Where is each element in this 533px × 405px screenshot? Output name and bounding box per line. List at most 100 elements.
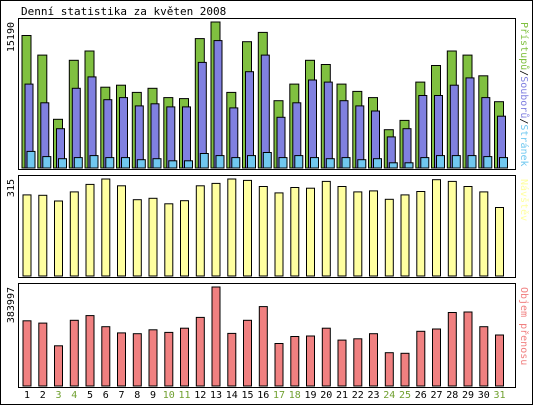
bar-visits-day-17 [274, 192, 284, 277]
day-label-28: 28 [446, 390, 458, 401]
bar-volume-day-1 [22, 320, 32, 387]
bar-stránek-day-12 [199, 153, 209, 169]
bar-stránek-day-15 [247, 155, 256, 169]
bar-stránek-day-13 [215, 155, 225, 169]
bar-stránek-day-3 [58, 158, 67, 169]
bar-volume-day-6 [101, 326, 111, 387]
bar-stránek-day-25 [404, 162, 414, 169]
day-label-13: 13 [210, 390, 222, 401]
bar-souborů-day-10 [166, 106, 176, 169]
bar-volume-day-13 [211, 286, 221, 387]
day-label-2: 2 [40, 390, 46, 401]
bar-visits-day-29 [463, 186, 473, 277]
bar-stránek-day-7 [121, 157, 130, 169]
bar-stránek-day-4 [73, 157, 83, 169]
traffic-legend-separator: / [518, 70, 529, 76]
visits-panel-frame [18, 175, 516, 278]
day-label-19: 19 [304, 390, 316, 401]
bar-stránek-day-30 [483, 156, 493, 169]
bar-souborů-day-12 [197, 61, 207, 169]
day-label-22: 22 [352, 390, 364, 401]
bar-visits-day-13 [211, 182, 221, 277]
volume-legend: Objem přenosu [518, 287, 530, 365]
traffic-panel-frame [18, 18, 516, 170]
bar-visits-day-21 [337, 186, 347, 277]
day-label-16: 16 [257, 390, 269, 401]
day-label-10: 10 [163, 390, 175, 401]
bar-stránek-day-10 [168, 160, 178, 169]
day-label-8: 8 [134, 390, 140, 401]
bar-visits-day-22 [353, 191, 363, 277]
bar-visits-day-30 [479, 191, 489, 277]
bar-volume-day-19 [306, 335, 315, 387]
day-label-26: 26 [415, 390, 427, 401]
bar-volume-day-22 [353, 338, 363, 387]
bar-volume-day-17 [274, 343, 284, 387]
bar-visits-day-4 [69, 191, 79, 277]
volume-legend-entry: Objem přenosu [518, 287, 530, 365]
visits-legend-entry: Návštěv [518, 179, 530, 221]
bar-stránek-day-27 [436, 155, 445, 169]
bar-souborů-day-22 [355, 105, 365, 169]
bar-visits-day-11 [180, 200, 189, 277]
volume-panel: 383997 Objem přenosu [6, 283, 530, 388]
bar-stránek-day-29 [467, 155, 477, 169]
day-label-15: 15 [241, 390, 253, 401]
day-labels: 1 2 3 4 5 6 7 8 9 10 11 12 13 14 15 16 17 18 19 20 21 22 23 24 2… [24, 390, 506, 401]
bar-visits-day-12 [195, 185, 205, 277]
bar-souborů-day-15 [245, 71, 254, 169]
bar-volume-day-26 [416, 330, 426, 387]
bar-volume-day-3 [54, 345, 63, 387]
bar-volume-day-9 [148, 329, 158, 387]
bar-stránek-day-21 [341, 157, 351, 169]
bar-stránek-day-23 [373, 158, 382, 169]
bar-visits-day-3 [54, 200, 63, 277]
bar-volume-day-24 [384, 352, 394, 387]
bar-volume-day-4 [69, 319, 79, 387]
traffic-legend-entry: Přístupů [518, 22, 530, 70]
bar-volume-day-25 [400, 352, 410, 387]
bar-stránek-day-16 [262, 152, 272, 169]
bar-stránek-day-20 [325, 158, 335, 169]
bar-visits-day-24 [384, 198, 394, 277]
visits-panel: 315 Návštěv [6, 175, 530, 278]
bar-visits-day-8 [132, 199, 142, 277]
day-label-31: 31 [493, 390, 505, 401]
bar-visits-day-23 [369, 190, 378, 277]
bar-visits-day-9 [148, 197, 158, 277]
day-label-18: 18 [289, 390, 301, 401]
day-label-6: 6 [103, 390, 109, 401]
bar-souborů-day-20 [323, 81, 333, 169]
bar-souborů-day-5 [87, 76, 97, 169]
bar-visits-day-10 [164, 203, 174, 277]
bar-souborů-day-13 [213, 40, 223, 169]
bar-souborů-day-19 [308, 79, 317, 169]
bar-souborů-day-29 [465, 77, 475, 169]
traffic-legend-separator: / [518, 118, 529, 124]
volume-panel-frame [18, 283, 516, 388]
day-label-3: 3 [55, 390, 61, 401]
bar-stránek-day-14 [231, 157, 241, 169]
bar-souborů-day-8 [134, 105, 144, 169]
bar-visits-day-28 [447, 180, 457, 277]
bar-volume-day-31 [495, 334, 504, 387]
bar-visits-day-6 [101, 178, 111, 277]
bar-visits-day-31 [495, 207, 504, 277]
bar-volume-day-5 [85, 315, 95, 387]
bar-visits-day-7 [117, 185, 126, 277]
day-label-21: 21 [336, 390, 348, 401]
volume-ymax-label: 383997 [6, 287, 17, 323]
bar-volume-day-27 [432, 328, 441, 387]
bar-volume-day-29 [463, 311, 473, 387]
traffic-legend-entry: Souborů [518, 76, 530, 118]
day-label-27: 27 [430, 390, 442, 401]
bar-visits-day-15 [243, 179, 252, 277]
day-label-20: 20 [320, 390, 332, 401]
day-label-14: 14 [226, 390, 238, 401]
bar-souborů-day-4 [71, 87, 81, 169]
day-label-30: 30 [478, 390, 490, 401]
bar-volume-day-15 [243, 319, 252, 387]
day-label-7: 7 [118, 390, 124, 401]
day-label-17: 17 [273, 390, 285, 401]
